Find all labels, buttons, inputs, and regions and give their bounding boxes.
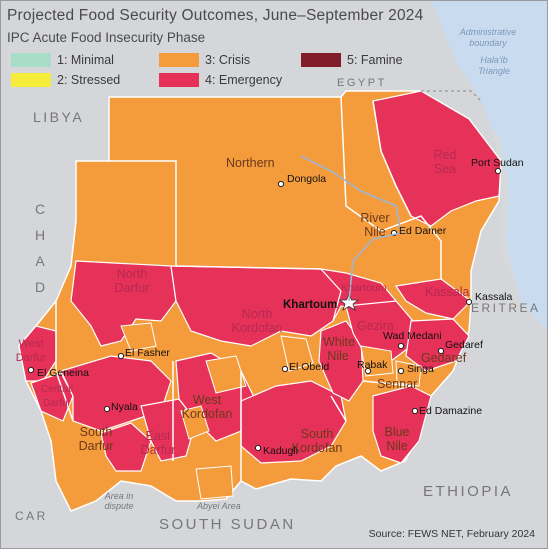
state-river-nile: River Nile	[360, 211, 390, 239]
state-red-sea: Red Sea	[433, 148, 457, 176]
state-south-kordofan: South Kordofan	[291, 427, 343, 455]
legend-swatch-famine	[301, 53, 341, 67]
country-car: CAR	[15, 509, 48, 523]
state-central-darfur: Central Darfur	[40, 384, 74, 409]
legend-label-emergency: 4: Emergency	[205, 73, 283, 87]
legend-famine: 5: Famine	[301, 53, 403, 67]
city-nyala: Nyala	[111, 401, 138, 413]
legend-label-crisis: 3: Crisis	[205, 53, 251, 67]
state-north-kordofan: North Kordofan	[231, 307, 283, 335]
red-sea-water	[421, 1, 547, 548]
map-subtitle: IPC Acute Food Insecurity Phase	[7, 30, 206, 45]
south-darfur-emergency	[100, 422, 152, 472]
halaib-boundary	[421, 90, 482, 102]
state-white-nile: White Nile	[323, 335, 355, 363]
state-north-darfur: North Darfur	[114, 267, 150, 295]
city-kassala: Kassala	[475, 291, 513, 303]
city-gedaref: Gedaref	[445, 339, 483, 351]
state-gezira: Gezira	[357, 319, 394, 333]
city-rabak: Rabak	[357, 359, 388, 371]
nile-river	[300, 155, 402, 302]
city-dongola: Dongola	[287, 173, 327, 185]
city-wad-medani: Wad Medani	[383, 330, 442, 342]
white-nile-emergency	[318, 320, 364, 402]
city-el-geneina: El Geneina	[37, 367, 89, 379]
country-south-sudan: SOUTH SUDAN	[159, 516, 296, 533]
legend-crisis: 3: Crisis	[159, 53, 250, 67]
note-abyei: Abyei Area	[197, 501, 241, 511]
state-east-darfur: East Darfur	[140, 429, 176, 457]
legend-swatch-stressed	[11, 73, 51, 87]
city-khartoum: Khartoum	[283, 299, 338, 311]
country-ethiopia: ETHIOPIA	[423, 483, 514, 500]
note-admin-boundary: Administrative boundary	[459, 27, 517, 48]
city-singa: Singa	[407, 363, 434, 375]
crisis-pockets	[120, 322, 422, 500]
city-port-sudan: Port Sudan	[471, 157, 524, 169]
khartoum-star	[338, 292, 360, 311]
legend-swatch-crisis	[159, 53, 199, 67]
note-halaib: Hala'ib Triangle	[478, 55, 510, 76]
gedaref-emergency	[405, 318, 470, 372]
state-gedaref: Gedaref	[421, 351, 467, 365]
city-el-obeid: El Obeid	[289, 361, 330, 373]
legend-swatch-emergency	[159, 73, 199, 87]
legend-label-famine: 5: Famine	[347, 53, 403, 67]
legend-emergency: 4: Emergency	[159, 73, 282, 87]
city-ed-damer: Ed Damer	[399, 225, 447, 237]
legend-swatch-minimal	[11, 53, 51, 67]
city-el-fasher: El Fasher	[125, 347, 170, 359]
legend-label-minimal: 1: Minimal	[57, 53, 114, 67]
legend-label-stressed: 2: Stressed	[57, 73, 121, 87]
legend-minimal: 1: Minimal	[11, 53, 114, 67]
emergency-areas	[18, 90, 502, 472]
blue-nile-emergency	[372, 385, 432, 464]
city-ed-damazine: Ed Damazine	[419, 405, 483, 417]
state-south-darfur: South Darfur	[78, 425, 114, 453]
state-khartoum: Khartoum	[341, 282, 387, 294]
country-egypt: EGYPT	[337, 77, 387, 89]
source-credit: Source: FEWS NET, February 2024	[368, 528, 535, 540]
state-west-darfur: West Darfur	[15, 338, 47, 364]
state-boundaries	[55, 96, 442, 481]
city-kadugli: Kadugli	[263, 445, 299, 457]
legend-stressed: 2: Stressed	[11, 73, 120, 87]
country-libya: LIBYA	[33, 109, 85, 125]
state-northern: Northern	[226, 156, 275, 170]
south-kordofan-emergency	[240, 380, 347, 464]
country-eritrea: ERITREA	[471, 301, 541, 315]
state-blue-nile: Blue Nile	[384, 425, 410, 453]
state-kassala: Kassala	[425, 285, 470, 299]
note-area-in-dispute: Area in dispute	[104, 491, 134, 511]
map-title: Projected Food Security Outcomes, June–S…	[7, 7, 424, 24]
state-west-kordofan: West Kordofan	[181, 393, 233, 421]
state-sennar: Sennar	[377, 377, 418, 391]
